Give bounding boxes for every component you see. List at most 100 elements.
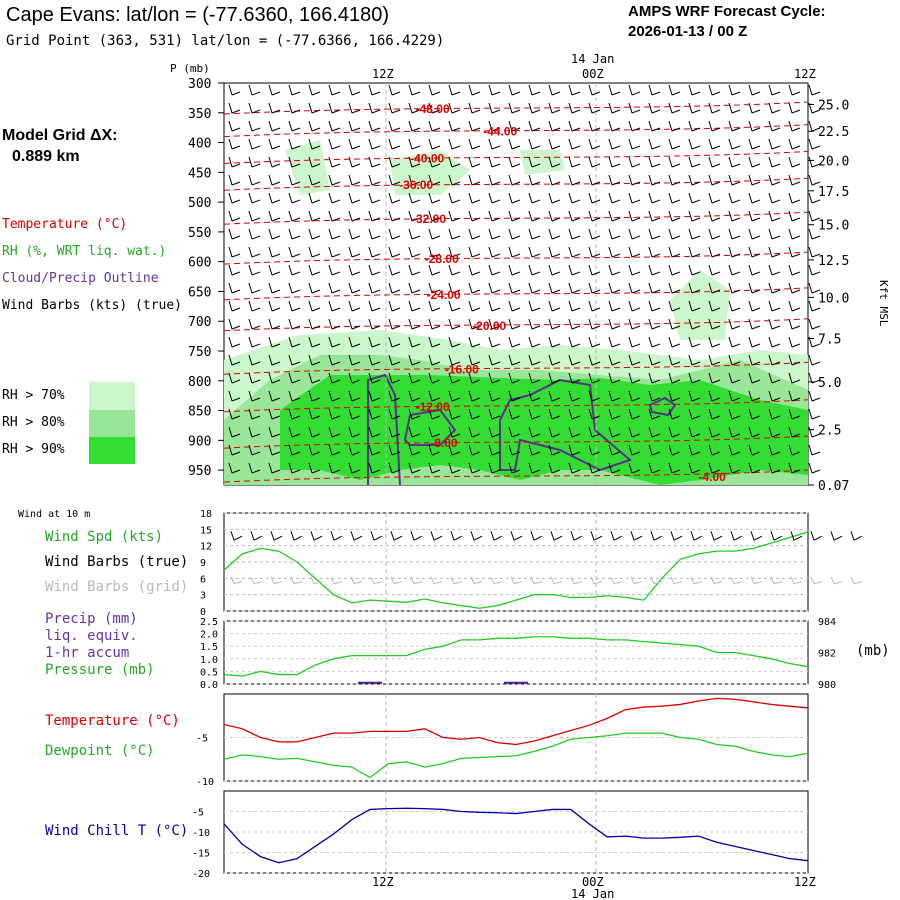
pressure-unit: (mb)	[856, 643, 890, 659]
p-tick-label-9: 750	[188, 345, 211, 360]
kft-tick-label-4: 15.0	[818, 219, 849, 234]
p-tick-label-10: 800	[188, 375, 211, 390]
precip-label: Precip (mm)	[45, 611, 138, 627]
kft-tick-label-5: 12.5	[818, 254, 849, 269]
wind-tick-3: 9	[200, 558, 206, 569]
precip-tick-0: 2.5	[200, 617, 218, 628]
p-tick-label-1: 350	[188, 107, 211, 122]
p-tick-label-6: 600	[188, 256, 211, 271]
top-date-label: 14 Jan	[571, 52, 614, 66]
isotherm-label-9: -12.00	[416, 400, 450, 414]
wind-spd-line	[223, 531, 809, 609]
isotherm-line-10	[223, 435, 809, 449]
legend-rh: RH (%, WRT liq. wat.)	[2, 244, 167, 259]
pressure-tick-0: 984	[818, 617, 836, 628]
wind-tick-4: 6	[200, 574, 206, 585]
top-time-12z-b: 12Z	[794, 67, 816, 81]
precip-tick-3: 1.0	[200, 655, 218, 666]
legend-temperature: Temperature (°C)	[2, 217, 128, 232]
isotherm-label-0: -48.00	[416, 102, 450, 116]
kft-tick-label-7: 7.5	[818, 332, 841, 347]
isotherm-label-11: -4.00	[699, 470, 727, 484]
kft-tick-label-6: 10.0	[818, 291, 849, 306]
isotherm-label-10: -8.00	[430, 436, 458, 450]
cross-section-panel	[218, 82, 821, 486]
wind-tick-0: 18	[200, 509, 212, 520]
wind-barbs-true-label: Wind Barbs (true)	[45, 554, 189, 570]
precip-tick-1: 2.0	[200, 630, 218, 641]
dewpoint-line	[223, 732, 809, 779]
wind-chill-label: Wind Chill T (°C)	[45, 823, 189, 839]
p-tick-label-3: 450	[188, 166, 211, 181]
precip-pressure-panel	[223, 620, 809, 685]
station-title: Cape Evans: lat/lon = (-77.6360, 166.418…	[6, 4, 390, 26]
p-tick-label-12: 900	[188, 434, 211, 449]
p-tick-label-4: 500	[188, 196, 211, 211]
isotherm-line-1	[223, 124, 809, 138]
precip-tick-4: 0.5	[200, 667, 218, 678]
chill-tick-0: -5	[192, 808, 204, 819]
legend-cloud: Cloud/Precip Outline	[2, 271, 159, 286]
wind10m-title: Wind at 10 m	[18, 509, 91, 520]
kft-tick-label-10: 0.07	[818, 479, 849, 494]
isotherm-label-1: -44.00	[483, 125, 517, 139]
top-time-00z: 00Z	[582, 67, 604, 81]
kft-tick-label-3: 17.5	[818, 185, 849, 200]
isotherm-label-6: -24.00	[427, 288, 461, 302]
pressure-line	[223, 636, 809, 677]
isotherm-line-5	[223, 251, 809, 265]
isotherm-line-8	[223, 361, 809, 375]
cloud-outline-a	[367, 373, 401, 486]
precip-liq-label: liq. equiv.	[45, 628, 138, 644]
wind-spd-label: Wind Spd (kts)	[45, 529, 164, 545]
cycle-value: 2026-01-13 / 00 Z	[628, 23, 748, 40]
chill-tick-2: -15	[192, 849, 210, 860]
rh70-region-upper-c	[520, 150, 565, 175]
model-grid-label: Model Grid ΔX:	[2, 127, 118, 144]
kft-tick-label-2: 20.0	[818, 154, 849, 169]
wind-tick-2: 12	[200, 542, 212, 553]
wind-barbs-grid-label: Wind Barbs (grid)	[45, 579, 189, 595]
bottom-time-12z-b: 12Z	[794, 875, 816, 889]
legend-rh90: RH > 90%	[2, 442, 65, 457]
isotherm-line-6	[223, 287, 809, 301]
p-axis-title: P (mb)	[170, 62, 210, 75]
precip-accum-label: 1-hr accum	[45, 645, 130, 661]
p-tick-label-11: 850	[188, 405, 211, 420]
isotherm-label-4: -32.00	[412, 212, 446, 226]
kft-tick-label-0: 25.0	[818, 98, 849, 113]
isotherm-label-3: -36.00	[399, 178, 433, 192]
isotherm-line-11	[223, 469, 809, 483]
temp-dew-panel-frame	[223, 693, 809, 782]
top-time-12z-a: 12Z	[372, 67, 394, 81]
dewpoint-label: Dewpoint (°C)	[45, 743, 155, 759]
temp-tick-0: -5	[196, 734, 208, 745]
kft-axis-title: Kft MSL	[877, 280, 890, 327]
p-tick-label-8: 700	[188, 315, 211, 330]
kft-tick-label-9: 2.5	[818, 424, 841, 439]
isotherm-label-7: -20.00	[472, 319, 506, 333]
temp-tick-1: -10	[196, 777, 214, 788]
legend-rh70: RH > 70%	[2, 388, 65, 403]
p-tick-label-0: 300	[188, 77, 211, 92]
isotherm-line-9	[223, 399, 809, 413]
p-tick-label-5: 550	[188, 226, 211, 241]
wind10m-panel-frame	[223, 512, 809, 612]
model-grid-value: 0.889 km	[12, 148, 80, 165]
bottom-date-label: 14 Jan	[571, 887, 614, 900]
cloud-outline-d	[648, 396, 677, 417]
chill-tick-1: -10	[192, 828, 210, 839]
wind10m-panel	[223, 512, 863, 612]
kft-tick-label-1: 22.5	[818, 125, 849, 140]
kft-tick-label-8: 5.0	[818, 376, 841, 391]
p-tick-label-7: 650	[188, 285, 211, 300]
legend-swatch-rh90	[89, 437, 135, 464]
temperature-line	[223, 697, 809, 746]
pressure-label: Pressure (mb)	[45, 662, 155, 678]
isotherm-line-2	[223, 150, 809, 164]
precip-bar-0	[358, 681, 382, 684]
precip-pressure-panel-frame	[223, 620, 809, 685]
cycle-title: AMPS WRF Forecast Cycle:	[628, 3, 826, 20]
wind-tick-6: 0	[200, 607, 206, 618]
temperature-label: Temperature (°C)	[45, 713, 180, 729]
